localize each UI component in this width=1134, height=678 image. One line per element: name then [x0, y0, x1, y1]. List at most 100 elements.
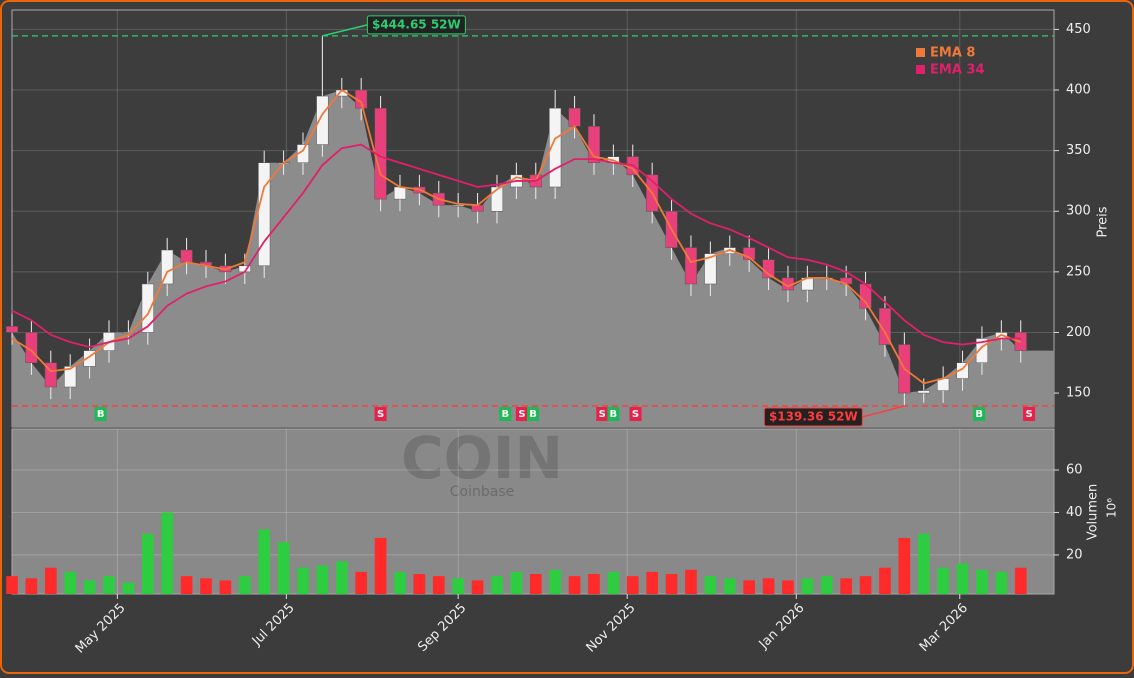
volume-bar	[335, 561, 348, 594]
volume-bar	[141, 533, 154, 594]
candle-body	[743, 247, 756, 260]
candle-body	[568, 107, 581, 127]
volume-bar	[180, 576, 193, 594]
annotation-label: $444.65 52W	[372, 17, 461, 31]
volume-bar	[374, 537, 387, 594]
y-tick-label: 60	[1066, 462, 1083, 477]
volume-bar	[258, 529, 271, 594]
volume-bar	[471, 580, 484, 594]
candle-body	[393, 186, 407, 200]
volume-bar	[685, 569, 697, 594]
candle-body	[975, 338, 989, 364]
volume-bar	[238, 576, 251, 594]
candle-body	[141, 283, 154, 333]
signal-label: B	[610, 409, 618, 420]
volume-bar	[6, 576, 18, 594]
y-tick-label: 350	[1066, 143, 1091, 158]
signal-label: S	[1025, 409, 1032, 420]
y-tick-label: 40	[1066, 505, 1083, 520]
candle-body	[878, 307, 892, 345]
volume-bar	[394, 571, 406, 594]
y-tick-label: 150	[1066, 386, 1091, 401]
candle-body	[956, 362, 969, 379]
volume-bar	[937, 567, 949, 594]
volume-bar	[1014, 567, 1027, 594]
signal-label: B	[97, 409, 105, 420]
volume-bar	[413, 574, 426, 594]
volume-bar	[549, 569, 561, 594]
signal-marker	[973, 407, 986, 421]
signal-label: S	[632, 409, 639, 420]
candle-body	[44, 362, 57, 388]
volume-bar	[665, 574, 678, 594]
annotation-arrow	[322, 24, 368, 37]
volume-axis-label: Volumen	[1086, 484, 1101, 541]
candle-body	[684, 247, 698, 285]
volume-bar	[995, 571, 1008, 594]
volume-bar	[161, 512, 174, 594]
legend-swatch	[916, 48, 925, 57]
signal-marker	[527, 407, 539, 421]
volume-unit: 10⁶	[1105, 498, 1119, 518]
candle-body	[549, 107, 562, 188]
candle-body	[704, 253, 717, 285]
volume-bar	[491, 576, 503, 594]
signal-marker	[94, 407, 107, 421]
volume-bar	[103, 576, 115, 594]
volume-bar	[25, 578, 38, 594]
signal-label: S	[518, 409, 525, 420]
volume-bar	[355, 571, 368, 594]
candle-body	[587, 126, 601, 163]
volume-bar	[510, 571, 523, 594]
y-tick-label: 400	[1066, 83, 1091, 98]
volume-bar	[704, 576, 717, 594]
price-area	[12, 90, 1054, 428]
signal-label: B	[975, 409, 983, 420]
y-axis-label: Preis	[1096, 206, 1111, 237]
volume-bar	[219, 580, 232, 594]
volume-bar	[64, 571, 77, 594]
y-tick-label: 200	[1066, 325, 1091, 340]
signal-marker	[515, 407, 528, 421]
volume-bar	[529, 574, 542, 594]
ema-line	[11, 88, 1022, 385]
volume-bar	[840, 578, 852, 594]
volume-bar	[122, 582, 135, 594]
candle-body	[471, 204, 484, 212]
signal-label: B	[529, 409, 537, 420]
candle-body	[5, 326, 19, 333]
volume-bar	[607, 571, 620, 594]
volume-bar	[44, 567, 57, 594]
annotation-label: $139.36 52W	[769, 409, 858, 423]
y-tick-label: 20	[1066, 547, 1083, 562]
signal-marker	[1023, 407, 1036, 421]
candle-body	[180, 249, 193, 263]
layer: forexsignale.tradeCOINCoinbase1502002503…	[5, 10, 1119, 657]
signal-marker	[499, 407, 512, 421]
annotation-box	[366, 15, 466, 35]
candle-body	[122, 332, 135, 334]
candle-body	[452, 204, 465, 207]
signal-label: S	[377, 409, 384, 420]
ema-line	[11, 143, 1021, 348]
annotation-box	[763, 407, 863, 427]
candle-body	[161, 249, 174, 285]
legend-swatch	[916, 65, 925, 74]
volume-bar	[432, 576, 445, 594]
volume-bar	[626, 576, 639, 594]
y-tick-label: 450	[1066, 22, 1091, 37]
signal-label: B	[501, 409, 509, 420]
volume-bar	[316, 565, 329, 594]
volume-bar	[452, 578, 464, 594]
watermark-symbol: COIN	[401, 424, 563, 492]
volume-bar	[277, 542, 290, 594]
volume-bar	[646, 571, 658, 594]
candle-body	[316, 95, 329, 145]
candle-body	[258, 162, 271, 267]
volume-panel	[11, 428, 1055, 595]
legend-label: EMA 8	[930, 46, 975, 61]
signal-marker	[374, 407, 387, 421]
signal-label: S	[599, 409, 606, 420]
volume-bar	[743, 580, 755, 594]
signal-marker	[596, 407, 609, 421]
